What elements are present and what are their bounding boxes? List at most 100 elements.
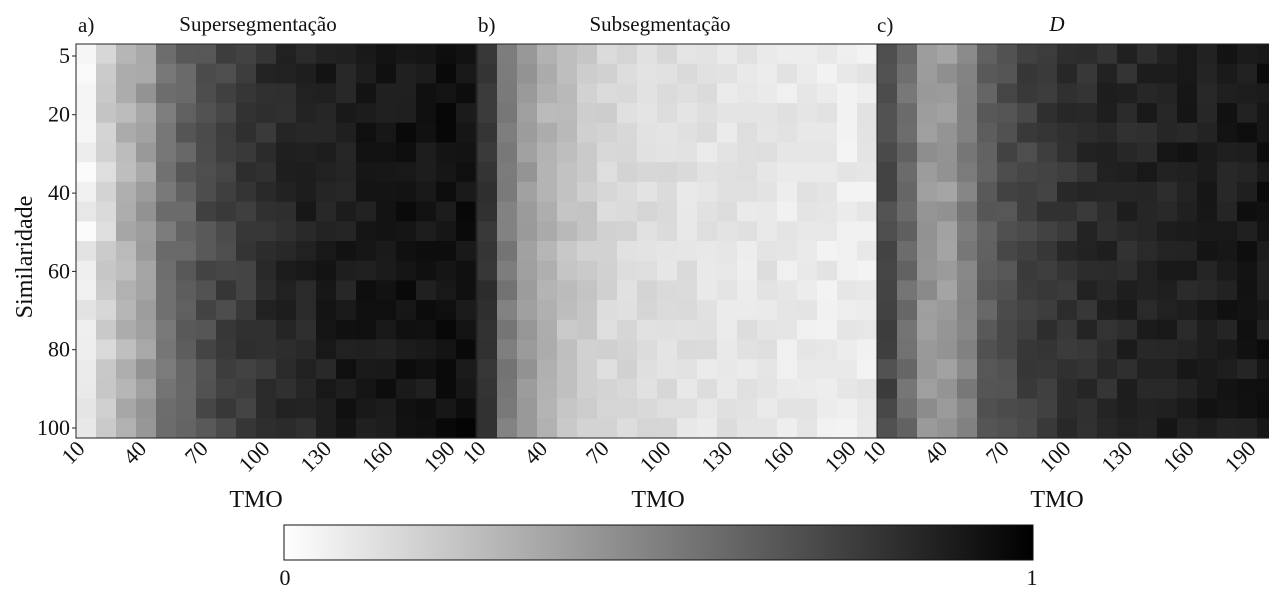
heatmap-cell xyxy=(1037,181,1058,203)
heatmap-cell xyxy=(1177,398,1198,419)
heatmap-cell xyxy=(1017,201,1038,222)
heatmap-cell xyxy=(116,280,137,301)
heatmap-panel-c xyxy=(876,43,1269,439)
heatmap-cell xyxy=(937,319,958,341)
heatmap-cell xyxy=(657,300,678,321)
heatmap-cell xyxy=(557,103,578,124)
heatmap-cell xyxy=(116,300,137,321)
heatmap-cell xyxy=(597,103,618,124)
heatmap-cell xyxy=(1097,241,1118,262)
heatmap-cell xyxy=(1157,142,1178,163)
heatmap-cell xyxy=(1257,181,1269,203)
heatmap-cell xyxy=(1137,241,1158,262)
heatmap-cell xyxy=(497,162,518,183)
heatmap-cell xyxy=(296,319,317,341)
heatmap-cell xyxy=(677,181,698,203)
heatmap-cell xyxy=(477,221,498,242)
heatmap-cell xyxy=(777,378,798,400)
heatmap-cell xyxy=(797,378,818,400)
heatmap-cell xyxy=(256,44,277,65)
heatmap-cell xyxy=(1257,221,1269,242)
heatmap-cell xyxy=(356,83,377,104)
heatmap-cell xyxy=(997,398,1018,419)
heatmap-cell xyxy=(537,63,558,84)
heatmap-cell xyxy=(877,359,898,380)
heatmap-cell xyxy=(737,142,758,163)
heatmap-cell xyxy=(456,339,477,360)
heatmap-cell xyxy=(1237,339,1258,360)
x-tick-label: 10 xyxy=(56,436,89,469)
heatmap-cell xyxy=(76,280,97,301)
heatmap-cell xyxy=(196,201,217,222)
heatmap-cell xyxy=(957,418,978,439)
heatmap-cell xyxy=(917,280,938,301)
heatmap-cell xyxy=(136,44,157,65)
heatmap-cell xyxy=(697,280,718,301)
heatmap-cell xyxy=(456,44,477,65)
heatmap-cell xyxy=(456,359,477,380)
heatmap-cell xyxy=(577,359,598,380)
heatmap-cell xyxy=(1257,319,1269,341)
heatmap-cell xyxy=(396,339,417,360)
heatmap-cell xyxy=(1197,221,1218,242)
heatmap-cell xyxy=(316,83,337,104)
heatmap-cell xyxy=(957,122,978,144)
heatmap-cell xyxy=(216,162,237,183)
heatmap-cell xyxy=(577,83,598,104)
heatmap-cell xyxy=(557,319,578,341)
heatmap-cell xyxy=(717,201,738,222)
heatmap-cell xyxy=(597,181,618,203)
heatmap-cell xyxy=(957,44,978,65)
heatmap-cell xyxy=(597,359,618,380)
heatmap-cell xyxy=(1037,221,1058,242)
heatmap-cell xyxy=(977,103,998,124)
heatmap-cell xyxy=(116,162,137,183)
heatmap-cell xyxy=(577,63,598,84)
heatmap-cell xyxy=(977,181,998,203)
x-tick-label: 100 xyxy=(234,436,275,477)
heatmap-cell xyxy=(1117,260,1138,281)
heatmap-cell xyxy=(1037,44,1058,65)
heatmap-cell xyxy=(1177,63,1198,84)
x-tick-label: 10 xyxy=(457,436,490,469)
heatmap-cell xyxy=(657,418,678,439)
heatmap-cell xyxy=(136,63,157,84)
heatmap-cell xyxy=(797,398,818,419)
heatmap-cell xyxy=(1257,260,1269,281)
heatmap-cell xyxy=(116,83,137,104)
heatmap-cell xyxy=(276,221,297,242)
heatmap-cell xyxy=(957,398,978,419)
heatmap-cell xyxy=(477,162,498,183)
heatmap-cell xyxy=(877,241,898,262)
heatmap-cell xyxy=(637,122,658,144)
heatmap-cell xyxy=(1137,280,1158,301)
heatmap-cell xyxy=(356,359,377,380)
heatmap-cell xyxy=(577,241,598,262)
heatmap-cell xyxy=(1077,319,1098,341)
x-tick-label: 70 xyxy=(981,436,1014,469)
heatmap-cell xyxy=(436,162,457,183)
heatmap-cell xyxy=(296,339,317,360)
heatmap-cell xyxy=(136,181,157,203)
heatmap-cell xyxy=(917,241,938,262)
heatmap-cell xyxy=(577,221,598,242)
heatmap-cell xyxy=(797,260,818,281)
heatmap-cell xyxy=(997,378,1018,400)
heatmap-cell xyxy=(777,319,798,341)
heatmap-cell xyxy=(436,103,457,124)
heatmap-cell xyxy=(376,359,397,380)
heatmap-cell xyxy=(436,83,457,104)
heatmap-cell xyxy=(1197,142,1218,163)
heatmap-cell xyxy=(196,181,217,203)
heatmap-cell xyxy=(917,142,938,163)
heatmap-cell xyxy=(236,260,257,281)
heatmap-cell xyxy=(76,241,97,262)
heatmap-cell xyxy=(977,221,998,242)
heatmap-cell xyxy=(917,359,938,380)
colorbar-max-label: 1 xyxy=(1027,565,1038,589)
heatmap-cell xyxy=(677,359,698,380)
heatmap-cell xyxy=(877,44,898,65)
heatmap-cell xyxy=(657,221,678,242)
heatmap-cell xyxy=(1237,260,1258,281)
heatmap-cell xyxy=(497,181,518,203)
